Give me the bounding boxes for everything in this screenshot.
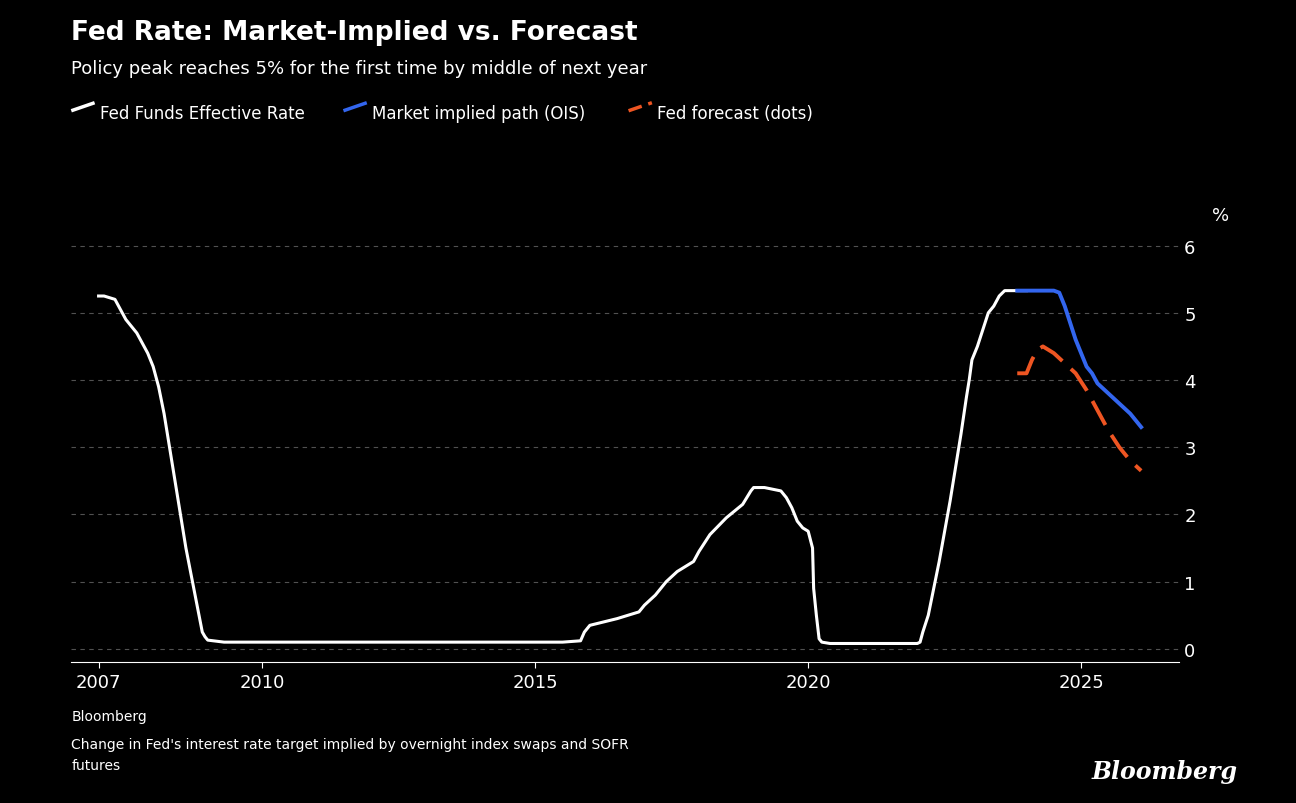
- Text: Fed Rate: Market-Implied vs. Forecast: Fed Rate: Market-Implied vs. Forecast: [71, 20, 638, 46]
- Text: futures: futures: [71, 759, 121, 772]
- Text: Bloomberg: Bloomberg: [1091, 759, 1238, 783]
- Text: Market implied path (OIS): Market implied path (OIS): [372, 105, 586, 123]
- Text: Policy peak reaches 5% for the first time by middle of next year: Policy peak reaches 5% for the first tim…: [71, 60, 648, 78]
- Text: Fed forecast (dots): Fed forecast (dots): [657, 105, 813, 123]
- Text: %: %: [1212, 206, 1229, 224]
- Text: Change in Fed's interest rate target implied by overnight index swaps and SOFR: Change in Fed's interest rate target imp…: [71, 737, 629, 751]
- Text: Fed Funds Effective Rate: Fed Funds Effective Rate: [100, 105, 305, 123]
- Text: Bloomberg: Bloomberg: [71, 709, 146, 723]
